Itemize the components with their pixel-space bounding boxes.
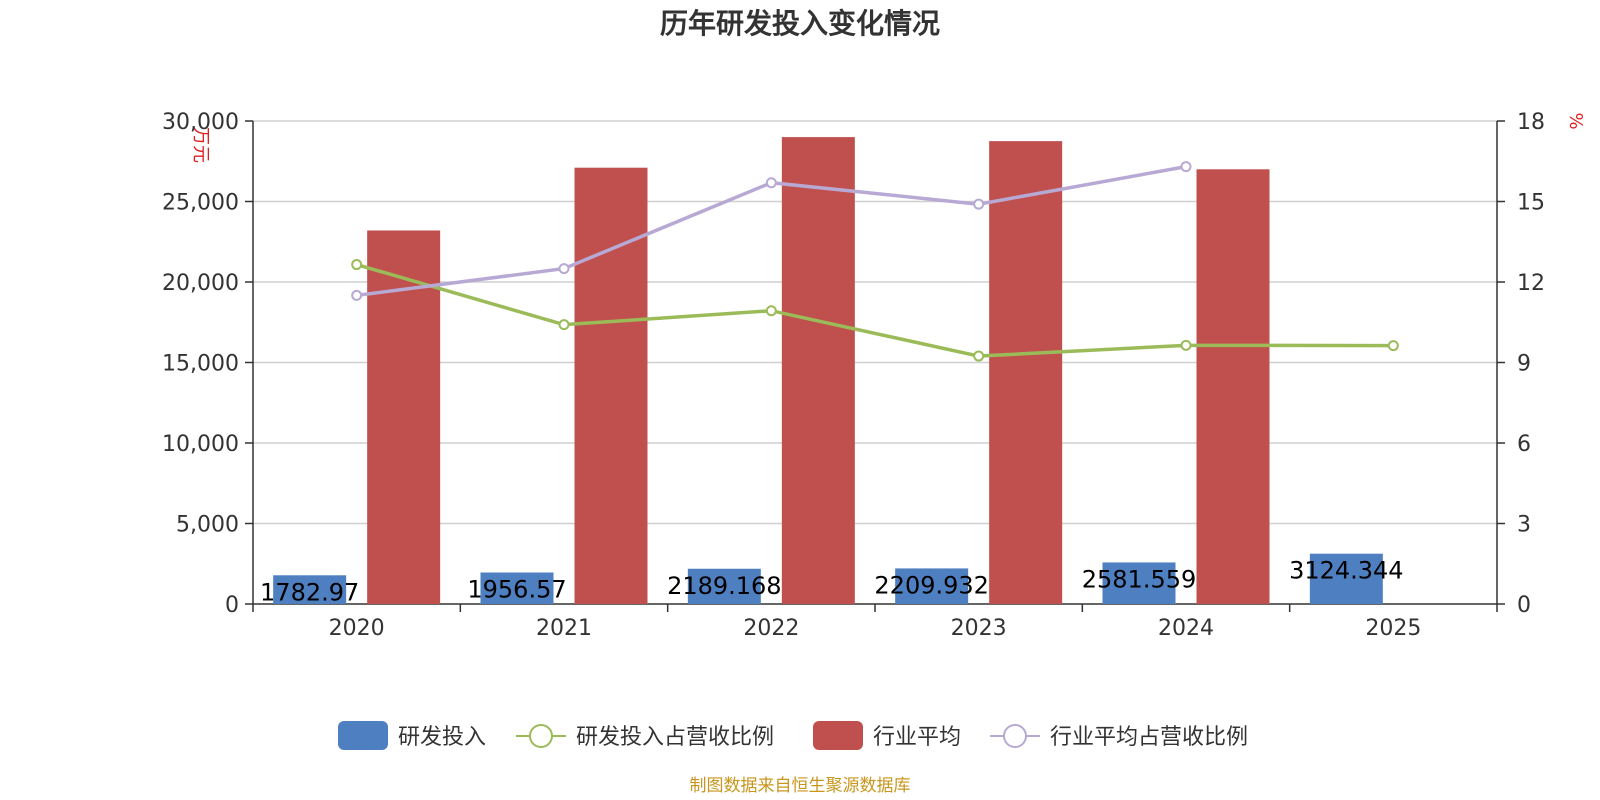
left-tick-label: 5,000: [176, 513, 239, 538]
legend-marker: [1003, 724, 1027, 748]
right-axis-unit: %: [1565, 112, 1586, 129]
axes: 0 5,000 10,000 15,000 20,000 25,000 30,000 0 3 6 9…: [162, 110, 1545, 641]
x-tick-label: 2021: [536, 616, 592, 641]
line-point: [1387, 340, 1399, 352]
line-point: [558, 319, 570, 331]
line-point: [765, 177, 777, 189]
bar: [480, 572, 554, 604]
line-point: [973, 198, 985, 210]
bar: [781, 137, 855, 604]
right-tick-label: 15: [1517, 191, 1545, 216]
line-point: [765, 305, 777, 317]
line-point: [1180, 161, 1192, 173]
left-tick-label: 30,000: [162, 110, 239, 135]
source-note: 制图数据来自恒生聚源数据库: [690, 776, 911, 796]
right-tick-label: 6: [1517, 432, 1531, 457]
x-tick-label: 2025: [1365, 616, 1421, 641]
x-tick-label: 2022: [743, 616, 799, 641]
bar-value-label: 1956.57: [467, 575, 566, 603]
line-point: [1180, 339, 1192, 351]
bar: [1309, 553, 1383, 604]
legend-marker: [529, 724, 553, 748]
gridlines: [253, 120, 1497, 525]
right-tick-label: 0: [1517, 593, 1531, 618]
legend-swatch: [813, 721, 863, 750]
left-axis-unit: 万元: [190, 127, 211, 163]
bar-value-label: 2189.168: [667, 572, 782, 600]
series-line: [356, 262, 1394, 358]
bar: [1102, 562, 1176, 604]
left-tick-label: 20,000: [162, 271, 239, 296]
line-point: [351, 259, 363, 271]
bar: [687, 568, 761, 604]
right-tick-label: 3: [1517, 513, 1531, 538]
legend-label: 行业平均: [873, 725, 961, 750]
x-tick-label: 2020: [329, 616, 385, 641]
left-tick-label: 0: [225, 593, 239, 618]
bar: [989, 141, 1063, 604]
line-point: [351, 289, 363, 301]
chart-title: 历年研发投入变化情况: [660, 7, 940, 40]
legend-label: 研发投入占营收比例: [576, 725, 774, 750]
right-tick-label: 12: [1517, 271, 1545, 296]
line-point: [558, 263, 570, 275]
bar: [574, 167, 648, 604]
left-tick-label: 25,000: [162, 191, 239, 216]
left-tick-label: 10,000: [162, 432, 239, 457]
bar-value-label: 3124.344: [1289, 557, 1404, 585]
bar: [895, 568, 969, 604]
bars: [273, 137, 1383, 605]
line-point: [973, 350, 985, 362]
legend: 研发投入 研发投入占营收比例 行业平均 行业平均占营收比例: [338, 721, 1248, 750]
legend-swatch: [338, 721, 388, 750]
right-tick-label: 18: [1517, 110, 1545, 135]
right-tick-label: 9: [1517, 352, 1531, 377]
left-tick-label: 15,000: [162, 352, 239, 377]
bar: [1196, 169, 1270, 605]
x-tick-label: 2023: [951, 616, 1007, 641]
x-tick-label: 2024: [1158, 616, 1214, 641]
bar-value-label: 1782.97: [260, 578, 359, 606]
legend-label: 研发投入: [398, 725, 486, 750]
bar-value-label: 2581.559: [1082, 565, 1197, 593]
legend-label: 行业平均占营收比例: [1050, 725, 1248, 750]
bar-labels: 1782.97 1956.57 2189.168 2209.932 2581.559 31…: [260, 557, 1404, 607]
bar: [273, 575, 347, 604]
bar-value-label: 2209.932: [874, 571, 989, 599]
lines: [351, 161, 1399, 362]
